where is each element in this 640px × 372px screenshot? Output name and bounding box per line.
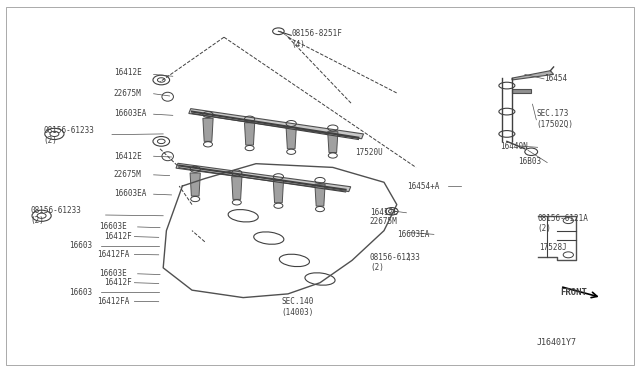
Text: 16412F: 16412F: [104, 232, 131, 241]
Polygon shape: [512, 89, 531, 93]
Text: 16412E: 16412E: [114, 152, 141, 161]
Polygon shape: [273, 180, 284, 203]
Text: 17520U: 17520U: [355, 148, 383, 157]
Polygon shape: [190, 173, 200, 196]
Text: 08156-61233
(2): 08156-61233 (2): [370, 253, 420, 272]
Text: 16454: 16454: [544, 74, 567, 83]
Text: 16603E: 16603E: [99, 269, 127, 278]
Polygon shape: [176, 163, 351, 192]
Text: 16412FA: 16412FA: [97, 250, 130, 259]
Text: 22675M: 22675M: [114, 89, 141, 97]
Text: 08156-6121A
(2): 08156-6121A (2): [538, 214, 588, 233]
Text: 08156-8251F
(4): 08156-8251F (4): [291, 29, 342, 49]
Text: 16440N: 16440N: [500, 142, 528, 151]
Polygon shape: [244, 123, 255, 145]
Text: J16401Y7: J16401Y7: [536, 339, 576, 347]
Polygon shape: [189, 109, 364, 139]
Text: 16603E: 16603E: [99, 222, 127, 231]
Text: 16603: 16603: [69, 288, 92, 296]
Polygon shape: [328, 132, 338, 153]
Polygon shape: [232, 177, 242, 199]
Polygon shape: [512, 71, 554, 80]
Text: SEC.140
(14003): SEC.140 (14003): [282, 297, 314, 317]
Text: FRONT: FRONT: [560, 288, 587, 296]
Text: 16603EA: 16603EA: [114, 189, 147, 198]
Text: 22675M: 22675M: [370, 217, 397, 226]
Text: 22675M: 22675M: [114, 170, 141, 179]
Text: 16603EA: 16603EA: [114, 109, 147, 118]
Polygon shape: [315, 184, 325, 206]
Polygon shape: [286, 127, 296, 149]
Text: 16412FA: 16412FA: [97, 297, 130, 306]
Text: 16603EA: 16603EA: [397, 230, 429, 239]
Text: 16412F: 16412F: [104, 278, 131, 287]
Text: 08156-61233
(2): 08156-61233 (2): [31, 206, 81, 225]
Text: 16412E: 16412E: [370, 208, 397, 217]
Text: 16B03: 16B03: [518, 157, 541, 166]
Text: SEC.173
(17502Q): SEC.173 (17502Q): [536, 109, 573, 129]
Text: 17528J: 17528J: [539, 243, 566, 252]
Text: 16454+A: 16454+A: [407, 182, 440, 190]
Polygon shape: [203, 118, 213, 141]
Text: 16603: 16603: [69, 241, 92, 250]
Text: 16412E: 16412E: [114, 68, 141, 77]
Text: 08156-61233
(2): 08156-61233 (2): [44, 126, 94, 145]
